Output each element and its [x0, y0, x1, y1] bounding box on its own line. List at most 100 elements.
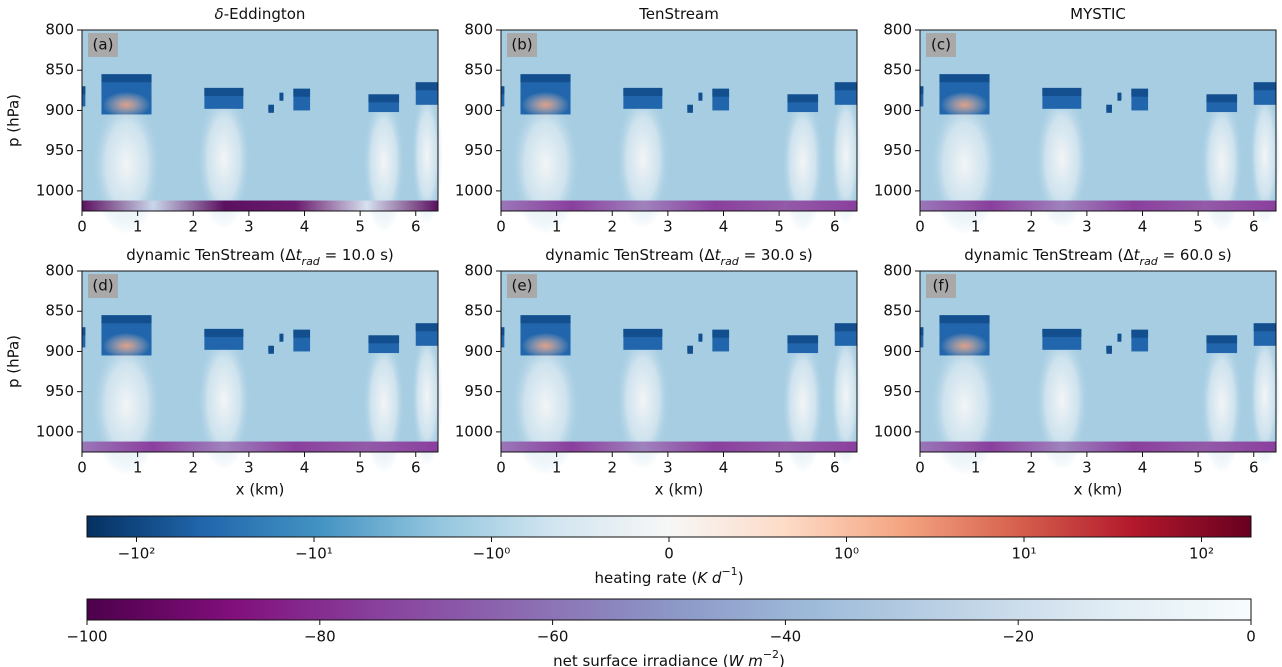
panel-label: (b)	[511, 36, 532, 54]
clear-region	[781, 92, 825, 233]
cloud-top	[787, 335, 819, 344]
cloud-top	[1117, 333, 1122, 342]
y-tick-label: 850	[883, 61, 912, 79]
x-tick-label: 0	[915, 459, 925, 477]
colorbar-tick-label: −10⁰	[473, 545, 511, 563]
clear-region	[1034, 88, 1090, 229]
x-tick-label: 0	[77, 459, 87, 477]
x-tick-label: 6	[1249, 218, 1259, 236]
text-part: δ	[215, 5, 224, 23]
panel-label-box	[507, 274, 537, 298]
x-tick-label: 1	[133, 218, 143, 236]
clear-region	[362, 333, 406, 474]
panel-label-box	[88, 274, 118, 298]
panel-label-box	[507, 33, 537, 57]
x-tick-label: 2	[607, 459, 617, 477]
heatmap	[501, 271, 862, 476]
x-tick-label: 2	[607, 218, 617, 236]
x-tick-label: 3	[663, 218, 673, 236]
cloud	[920, 327, 924, 348]
x-tick-label: 5	[774, 459, 784, 477]
y-tick-label: 900	[464, 101, 493, 119]
x-tick-label: 1	[971, 459, 981, 477]
x-tick-label: 5	[774, 218, 784, 236]
x-tick-label: 1	[971, 218, 981, 236]
text-part: MYSTIC	[1070, 5, 1126, 23]
cloud-top	[204, 328, 244, 337]
heatmap	[82, 271, 443, 476]
text-part: = 60.0 s)	[1158, 246, 1232, 264]
surface-strip	[920, 200, 1276, 211]
plot-frame	[500, 270, 858, 453]
panel-title: dynamic TenStream (Δtrad = 60.0 s)	[964, 246, 1232, 268]
cloud-top	[293, 88, 311, 97]
colorbar-tick-label: 10⁰	[834, 545, 859, 563]
panel-label: (e)	[512, 277, 533, 295]
cloud-top	[687, 104, 693, 113]
text-part: dynamic TenStream (Δ	[964, 246, 1134, 264]
cloud-top	[712, 88, 730, 97]
clear-region	[510, 335, 581, 476]
cloud-top	[268, 104, 274, 113]
clear-region	[91, 335, 162, 476]
x-tick-label: 0	[496, 459, 506, 477]
text-part: K d	[697, 569, 722, 587]
y-tick-label: 850	[464, 61, 493, 79]
y-tick-label: 850	[883, 302, 912, 320]
colorbar-tick-label: −10²	[118, 545, 156, 563]
cloud-top	[1106, 345, 1112, 354]
cloud-heating	[102, 332, 151, 359]
cloud-top	[834, 323, 857, 332]
text-part: t	[1134, 246, 1141, 264]
cloud-top	[1253, 323, 1276, 332]
y-tick-label: 800	[883, 262, 912, 280]
x-tick-label: 3	[244, 218, 254, 236]
x-tick-label: 3	[1082, 218, 1092, 236]
x-tick-label: 3	[1082, 459, 1092, 477]
clear-region	[830, 325, 862, 466]
cloud-top	[834, 82, 857, 91]
cloud-top	[787, 94, 819, 103]
text-part: -Eddington	[224, 5, 306, 23]
clear-region	[411, 325, 443, 466]
text-part: heating rate (	[594, 569, 697, 587]
text-part: dynamic TenStream (Δ	[545, 246, 715, 264]
panel-label: (c)	[931, 36, 951, 54]
x-tick-label: 2	[188, 459, 198, 477]
colorbar-tick-label: 10¹	[1011, 545, 1036, 563]
colorbar-tick-label: 0	[664, 545, 674, 563]
plot-frame	[919, 29, 1277, 212]
y-tick-label: 950	[464, 382, 493, 400]
cloud-top	[687, 345, 693, 354]
cloud-top	[939, 74, 990, 83]
clear-region	[196, 329, 252, 470]
cloud-top	[623, 87, 663, 96]
cloud-top	[1117, 92, 1122, 101]
clear-region	[830, 84, 862, 225]
text-part: dynamic TenStream (Δ	[126, 246, 296, 264]
heatmap	[82, 30, 443, 235]
panel-title: MYSTIC	[1070, 5, 1126, 23]
colorbar-tick-label: 10²	[1189, 545, 1214, 563]
heatmap	[920, 271, 1281, 476]
x-tick-label: 4	[1138, 459, 1148, 477]
colorbar	[86, 598, 1252, 621]
panel-title: dynamic TenStream (Δtrad = 30.0 s)	[545, 246, 813, 268]
surface-strip	[501, 200, 857, 211]
x-tick-label: 4	[719, 218, 729, 236]
y-tick-label: 800	[883, 21, 912, 39]
cloud-heating	[102, 91, 151, 118]
cloud-top	[368, 335, 400, 344]
cloud	[82, 327, 86, 348]
text-part: W m	[729, 652, 763, 667]
x-tick-label: 6	[830, 459, 840, 477]
clear-region	[1034, 329, 1090, 470]
y-tick-label: 900	[883, 342, 912, 360]
colorbar	[86, 515, 1252, 538]
x-tick-label: 2	[1026, 218, 1036, 236]
x-tick-label: 0	[77, 218, 87, 236]
cloud-top	[101, 315, 152, 324]
text-part: t	[296, 246, 303, 264]
clear-region	[1249, 325, 1281, 466]
cloud-top	[939, 315, 990, 324]
